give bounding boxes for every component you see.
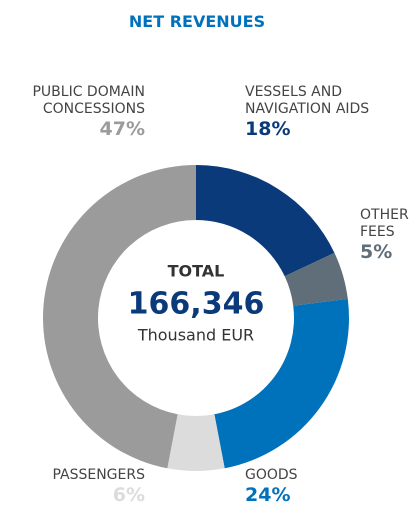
slice	[284, 252, 348, 306]
slice-label: PUBLIC DOMAIN CONCESSIONS 47%	[5, 84, 145, 140]
value-label: 6%	[112, 484, 145, 506]
chart-title: NET REVENUES	[128, 12, 266, 31]
value-label: 5%	[360, 241, 393, 263]
value-label: 18%	[245, 118, 291, 140]
category-name: PASSENGERS	[52, 467, 145, 483]
category-name: OTHER FEES	[360, 207, 409, 240]
category-name: PUBLIC DOMAIN CONCESSIONS	[32, 84, 145, 117]
center-unit: Thousand EUR	[137, 326, 254, 345]
value-label: 47%	[99, 118, 145, 140]
slices	[43, 165, 349, 472]
slice	[214, 298, 349, 469]
slice-label: VESSELS AND NAVIGATION AIDS 18%	[245, 84, 385, 140]
center-title: TOTAL	[168, 262, 225, 281]
slice-label: GOODS 24%	[245, 467, 385, 506]
slice-label: OTHER FEES 5%	[360, 207, 414, 263]
value-label: 24%	[245, 484, 291, 506]
category-name: GOODS	[245, 467, 298, 483]
slice-label: PASSENGERS 6%	[5, 467, 145, 506]
category-name: VESSELS AND NAVIGATION AIDS	[245, 84, 370, 117]
slice	[196, 165, 335, 277]
center-value: 166,346	[128, 287, 265, 322]
slice	[43, 165, 196, 469]
slice	[167, 414, 225, 472]
